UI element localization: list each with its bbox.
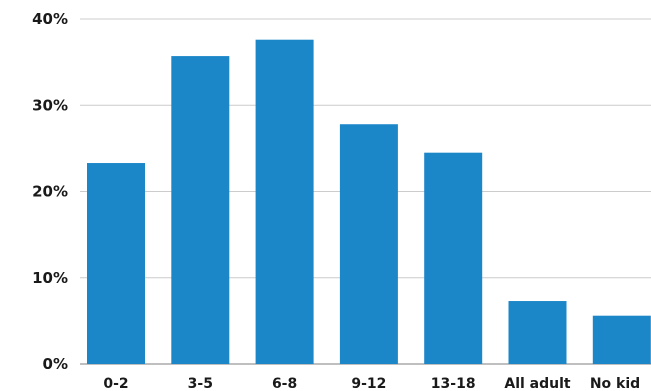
- x-category-label: 6-8: [272, 376, 297, 391]
- x-category-label: 3-5: [188, 376, 213, 391]
- y-tick-label: 30%: [32, 96, 68, 114]
- x-category-label: 9-12: [351, 376, 386, 391]
- bar-3-5: [171, 56, 230, 365]
- y-tick-label: 0%: [43, 355, 68, 373]
- x-category-label: 0-2: [103, 376, 128, 391]
- y-axis-tick-labels: 0% 10% 20% 30% 40%: [32, 10, 68, 373]
- bar-all-adult: [508, 301, 567, 364]
- y-tick-label: 20%: [32, 183, 68, 201]
- x-category-label: All adult: [504, 376, 571, 391]
- bar-13-18: [424, 152, 483, 364]
- bar-9-12: [339, 124, 398, 364]
- x-category-label: No kid: [590, 376, 640, 391]
- bar-6-8: [255, 39, 314, 364]
- bar-0-2: [87, 163, 145, 364]
- y-tick-label: 40%: [32, 10, 68, 28]
- x-axis-category-labels: 0-2 3-5 6-8 9-12 13-18 All adult No kid: [103, 376, 640, 391]
- y-tick-label: 10%: [32, 269, 68, 287]
- bars: [87, 39, 651, 365]
- bar-no-kid: [592, 315, 651, 364]
- x-category-label: 13-18: [431, 376, 476, 391]
